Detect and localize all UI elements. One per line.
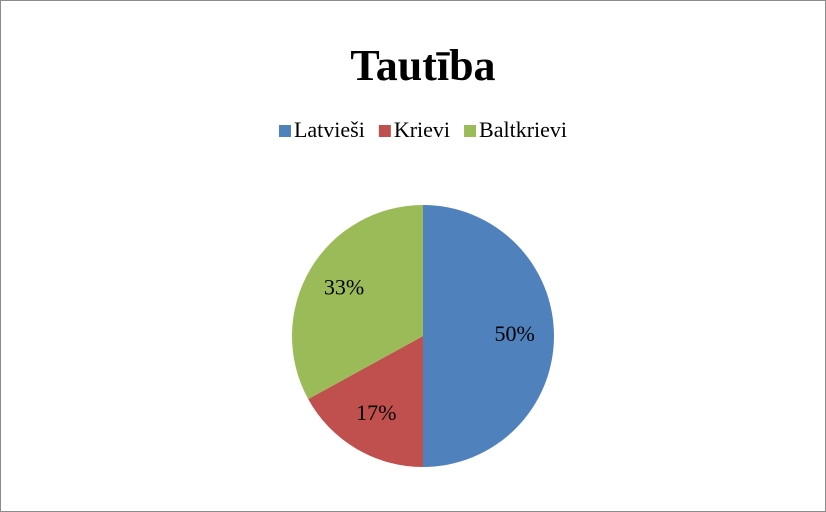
- data-label: 50%: [495, 321, 535, 346]
- legend-swatch: [464, 125, 477, 137]
- data-label: 17%: [356, 400, 396, 425]
- legend-label: Baltkrievi: [479, 117, 567, 142]
- pie-slice: [423, 205, 554, 467]
- legend-swatch: [378, 125, 391, 137]
- legend-label: Krievi: [394, 117, 450, 142]
- pie-slice: [292, 205, 423, 400]
- legend-swatch: [278, 125, 291, 137]
- data-label: 33%: [324, 274, 364, 299]
- chart-title: Tautība: [350, 41, 495, 90]
- legend-label: Latvieši: [294, 117, 365, 142]
- pie-slice: [308, 336, 423, 467]
- legend: Latvieši Krievi Baltkrievi: [278, 117, 567, 142]
